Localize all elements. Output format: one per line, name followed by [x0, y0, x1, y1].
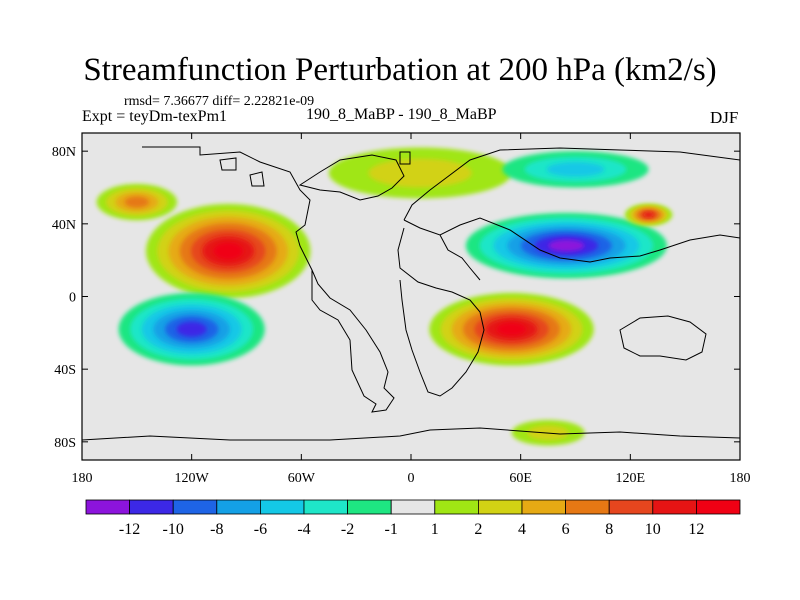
chart-title: Streamfunction Perturbation at 200 hPa (… — [83, 52, 717, 88]
legend-label: -8 — [210, 521, 223, 538]
coastline-eurasia — [403, 147, 740, 281]
coastline-americas — [142, 146, 395, 413]
legend-swatch — [521, 499, 566, 515]
legend-label: -12 — [119, 521, 140, 538]
anomaly-pos-4-level-1 — [368, 158, 472, 188]
y-tick-label: 40N — [52, 218, 76, 233]
legend-swatch — [303, 499, 348, 515]
legend-label: 10 — [645, 521, 661, 538]
legend-swatch — [565, 499, 610, 515]
legend-swatch — [85, 499, 130, 515]
legend-label: 1 — [431, 521, 439, 538]
x-tick-label: 0 — [408, 471, 415, 486]
anomaly-pos-8-level-5 — [643, 212, 654, 217]
x-tick-label: 120E — [616, 471, 646, 486]
legend-label: 6 — [562, 521, 570, 538]
experiment-label: Expt = teyDm-texPm1 — [82, 108, 228, 125]
color-legend: -12 -10 -8 -6 -4 -2 -1 1 2 4 6 8 10 12 — [85, 499, 741, 538]
legend-swatch — [696, 499, 741, 515]
anomaly-pos-1-level-3 — [124, 196, 149, 208]
coastline-greenland — [298, 154, 405, 201]
stats-line: rmsd= 7.36677 diff= 2.22821e-09 — [124, 94, 315, 109]
legend-swatch — [434, 499, 479, 515]
y-tick-label: 0 — [69, 291, 76, 306]
coastline-layer — [82, 146, 740, 441]
legend-label: -1 — [385, 521, 398, 538]
legend-label: -2 — [341, 521, 354, 538]
coastline-na-arctic — [219, 151, 411, 187]
coastline-antarctica — [82, 427, 740, 441]
anomaly-neg-5-level-5 — [176, 321, 207, 337]
anomaly-neg-6-level-6 — [548, 239, 585, 252]
coastline-australia — [619, 315, 707, 361]
legend-label: 8 — [605, 521, 613, 538]
legend-label: -10 — [163, 521, 184, 538]
legend-swatch — [347, 499, 392, 515]
y-tick-label: 40S — [54, 363, 76, 378]
anomaly-pos-2-level-6 — [496, 322, 527, 336]
x-tick-label: 180 — [730, 471, 751, 486]
legend-swatch — [390, 499, 436, 515]
runs-label: 190_8_MaBP - 190_8_MaBP — [306, 106, 497, 123]
y-tick-label: 80S — [54, 436, 76, 451]
coastline-africa — [397, 227, 485, 397]
legend-label: 4 — [518, 521, 526, 538]
x-tick-label: 60W — [288, 471, 316, 486]
legend-swatch — [477, 499, 523, 515]
legend-label: 2 — [474, 521, 482, 538]
legend-swatch — [129, 499, 174, 515]
x-tick-label: 60E — [509, 471, 532, 486]
anomaly-pos-0-level-6 — [213, 242, 243, 260]
x-tick-label: 120W — [175, 471, 210, 486]
legend-swatch — [172, 499, 218, 515]
y-tick-label: 80N — [52, 145, 76, 160]
legend-label: -6 — [254, 521, 267, 538]
x-axis: 180 120W 60W 0 60E 120E 180 — [72, 133, 751, 486]
legend-label: -4 — [297, 521, 310, 538]
legend-swatch — [652, 499, 697, 515]
legend-label: 12 — [688, 521, 704, 538]
legend-swatch — [608, 499, 654, 515]
x-tick-label: 180 — [72, 471, 93, 486]
legend-swatch — [259, 499, 305, 515]
anomaly-neg-7-level-2 — [546, 162, 605, 177]
legend-swatch — [216, 499, 261, 515]
season-label: DJF — [710, 108, 739, 127]
y-axis: 80N 40N 0 40S 80S — [52, 145, 740, 451]
field-layer — [96, 147, 673, 446]
